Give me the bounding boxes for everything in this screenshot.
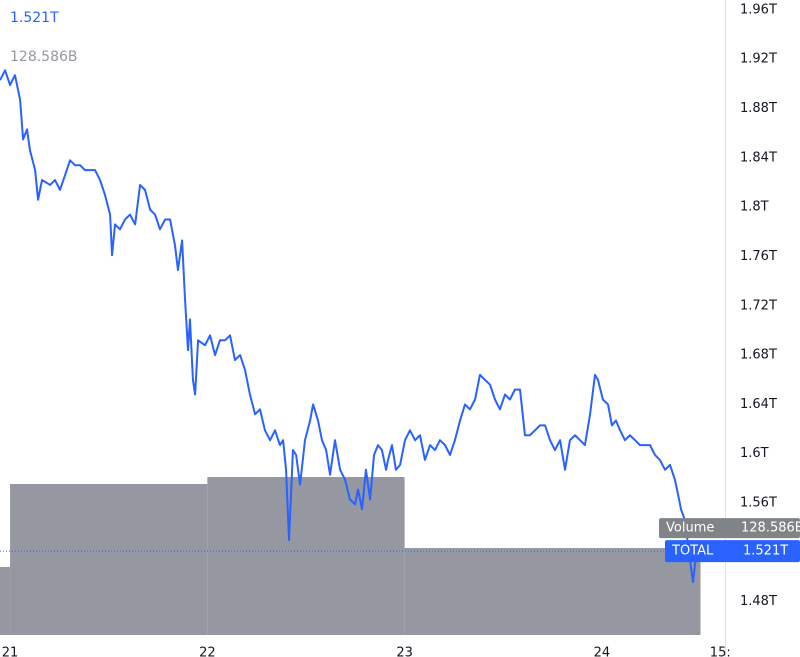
x-tick-label: 24 bbox=[594, 646, 611, 657]
volume-tag-value: 128.586B bbox=[741, 521, 800, 536]
y-tick-label: 1.96T bbox=[740, 2, 777, 17]
x-tick-label: 23 bbox=[396, 646, 413, 657]
x-tick-label: 22 bbox=[199, 646, 216, 657]
y-tick-label: 1.6T bbox=[740, 446, 769, 461]
legend-total-value: 1.521T bbox=[10, 10, 59, 26]
volume-tag-name: Volume bbox=[666, 521, 714, 536]
total-tag bbox=[665, 540, 800, 563]
y-tick-label: 1.48T bbox=[740, 594, 777, 609]
y-tick-label: 1.92T bbox=[740, 52, 777, 67]
volume-bar bbox=[0, 567, 11, 635]
total-tag-value: 1.521T bbox=[743, 544, 788, 559]
y-tick-label: 1.72T bbox=[740, 298, 777, 313]
volume-bar bbox=[10, 483, 208, 635]
y-tick-label: 1.56T bbox=[740, 496, 777, 511]
plot-area bbox=[0, 69, 701, 635]
legend-volume-value: 128.586B bbox=[10, 49, 78, 65]
volume-bar bbox=[207, 477, 405, 635]
x-tick-label: 21 bbox=[2, 646, 19, 657]
y-tick-label: 1.88T bbox=[740, 101, 777, 116]
price-line bbox=[0, 69, 701, 583]
y-tick-label: 1.68T bbox=[740, 348, 777, 363]
y-tick-label: 1.84T bbox=[740, 150, 777, 165]
y-tick-label: 1.64T bbox=[740, 397, 777, 412]
volume-tag bbox=[659, 518, 800, 539]
y-tick-label: 1.76T bbox=[740, 249, 777, 264]
volume-bar bbox=[404, 547, 701, 635]
x-tick-label: 15: bbox=[710, 646, 731, 657]
y-tick-label: 1.8T bbox=[740, 200, 769, 215]
total-tag-name: TOTAL bbox=[671, 544, 714, 559]
